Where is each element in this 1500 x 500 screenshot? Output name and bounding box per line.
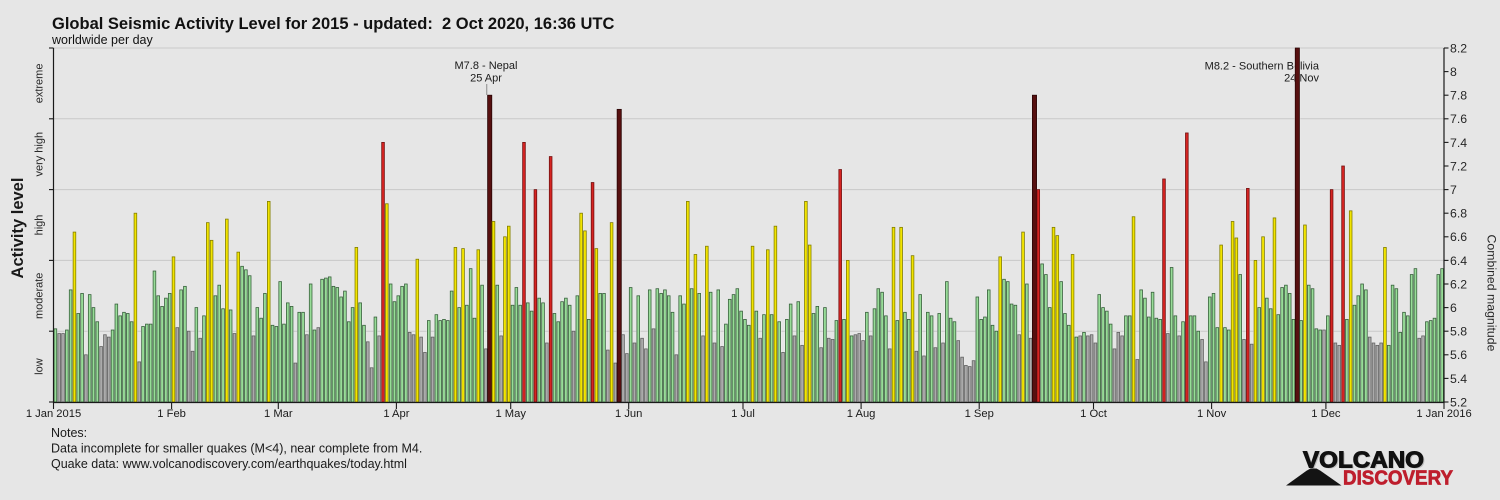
svg-text:6.4: 6.4	[1450, 254, 1467, 268]
svg-text:VOLCANO: VOLCANO	[1303, 447, 1424, 473]
svg-text:1 Jan 2016: 1 Jan 2016	[1416, 408, 1471, 420]
svg-text:6.2: 6.2	[1450, 277, 1467, 291]
svg-text:moderate: moderate	[34, 273, 46, 319]
svg-text:VOLCANO: VOLCANO	[1305, 448, 1426, 474]
svg-text:6.8: 6.8	[1450, 207, 1467, 221]
svg-text:Global Seismic Activity Level: Global Seismic Activity Level for 2015 -…	[52, 15, 615, 33]
svg-text:M8.2 - Southern Bolivia: M8.2 - Southern Bolivia	[1205, 61, 1320, 73]
svg-text:Activity level: Activity level	[9, 178, 27, 279]
svg-text:24 Nov: 24 Nov	[1284, 73, 1319, 85]
svg-text:1 Oct: 1 Oct	[1080, 408, 1108, 420]
svg-text:8.2: 8.2	[1450, 41, 1467, 55]
svg-text:1 Jun: 1 Jun	[615, 408, 642, 420]
svg-text:6: 6	[1450, 301, 1457, 315]
svg-text:high: high	[34, 215, 46, 236]
svg-text:5.8: 5.8	[1450, 325, 1467, 339]
svg-text:5.6: 5.6	[1450, 348, 1467, 362]
svg-text:7.6: 7.6	[1450, 112, 1467, 126]
svg-text:8: 8	[1450, 65, 1457, 79]
svg-text:1 Apr: 1 Apr	[383, 408, 409, 420]
svg-text:very high: very high	[34, 132, 46, 177]
svg-text:Quake data: www.volcanodiscove: Quake data: www.volcanodiscovery.com/ear…	[51, 457, 407, 471]
svg-text:low: low	[34, 358, 46, 375]
svg-text:1 Jul: 1 Jul	[731, 408, 755, 420]
svg-text:M7.8 - Nepal: M7.8 - Nepal	[455, 60, 518, 72]
svg-text:1 Jan 2015: 1 Jan 2015	[26, 408, 81, 420]
svg-text:DISCOVERY: DISCOVERY	[1343, 468, 1454, 490]
svg-text:worldwide per day: worldwide per day	[51, 33, 153, 47]
svg-text:1 Mar: 1 Mar	[264, 408, 293, 420]
svg-text:7.4: 7.4	[1450, 136, 1467, 150]
svg-text:7.8: 7.8	[1450, 89, 1467, 103]
svg-text:1 Feb: 1 Feb	[157, 408, 186, 420]
svg-text:6.6: 6.6	[1450, 230, 1467, 244]
svg-text:5.4: 5.4	[1450, 372, 1467, 386]
svg-text:1 Sep: 1 Sep	[965, 408, 994, 420]
svg-text:Combined magnitude: Combined magnitude	[1485, 235, 1499, 352]
svg-text:25 Apr: 25 Apr	[470, 73, 502, 85]
svg-text:7.2: 7.2	[1450, 159, 1467, 173]
svg-text:7: 7	[1450, 183, 1457, 197]
svg-text:1 Aug: 1 Aug	[847, 408, 876, 420]
svg-text:1 May: 1 May	[495, 408, 526, 420]
svg-text:1 Nov: 1 Nov	[1197, 408, 1227, 420]
svg-text:Data incomplete for smaller qu: Data incomplete for smaller quakes (M<4)…	[51, 442, 422, 456]
svg-text:extreme: extreme	[34, 64, 46, 104]
svg-text:Notes:: Notes:	[51, 426, 87, 440]
svg-text:5.2: 5.2	[1450, 395, 1467, 409]
svg-text:1 Dec: 1 Dec	[1311, 408, 1341, 420]
